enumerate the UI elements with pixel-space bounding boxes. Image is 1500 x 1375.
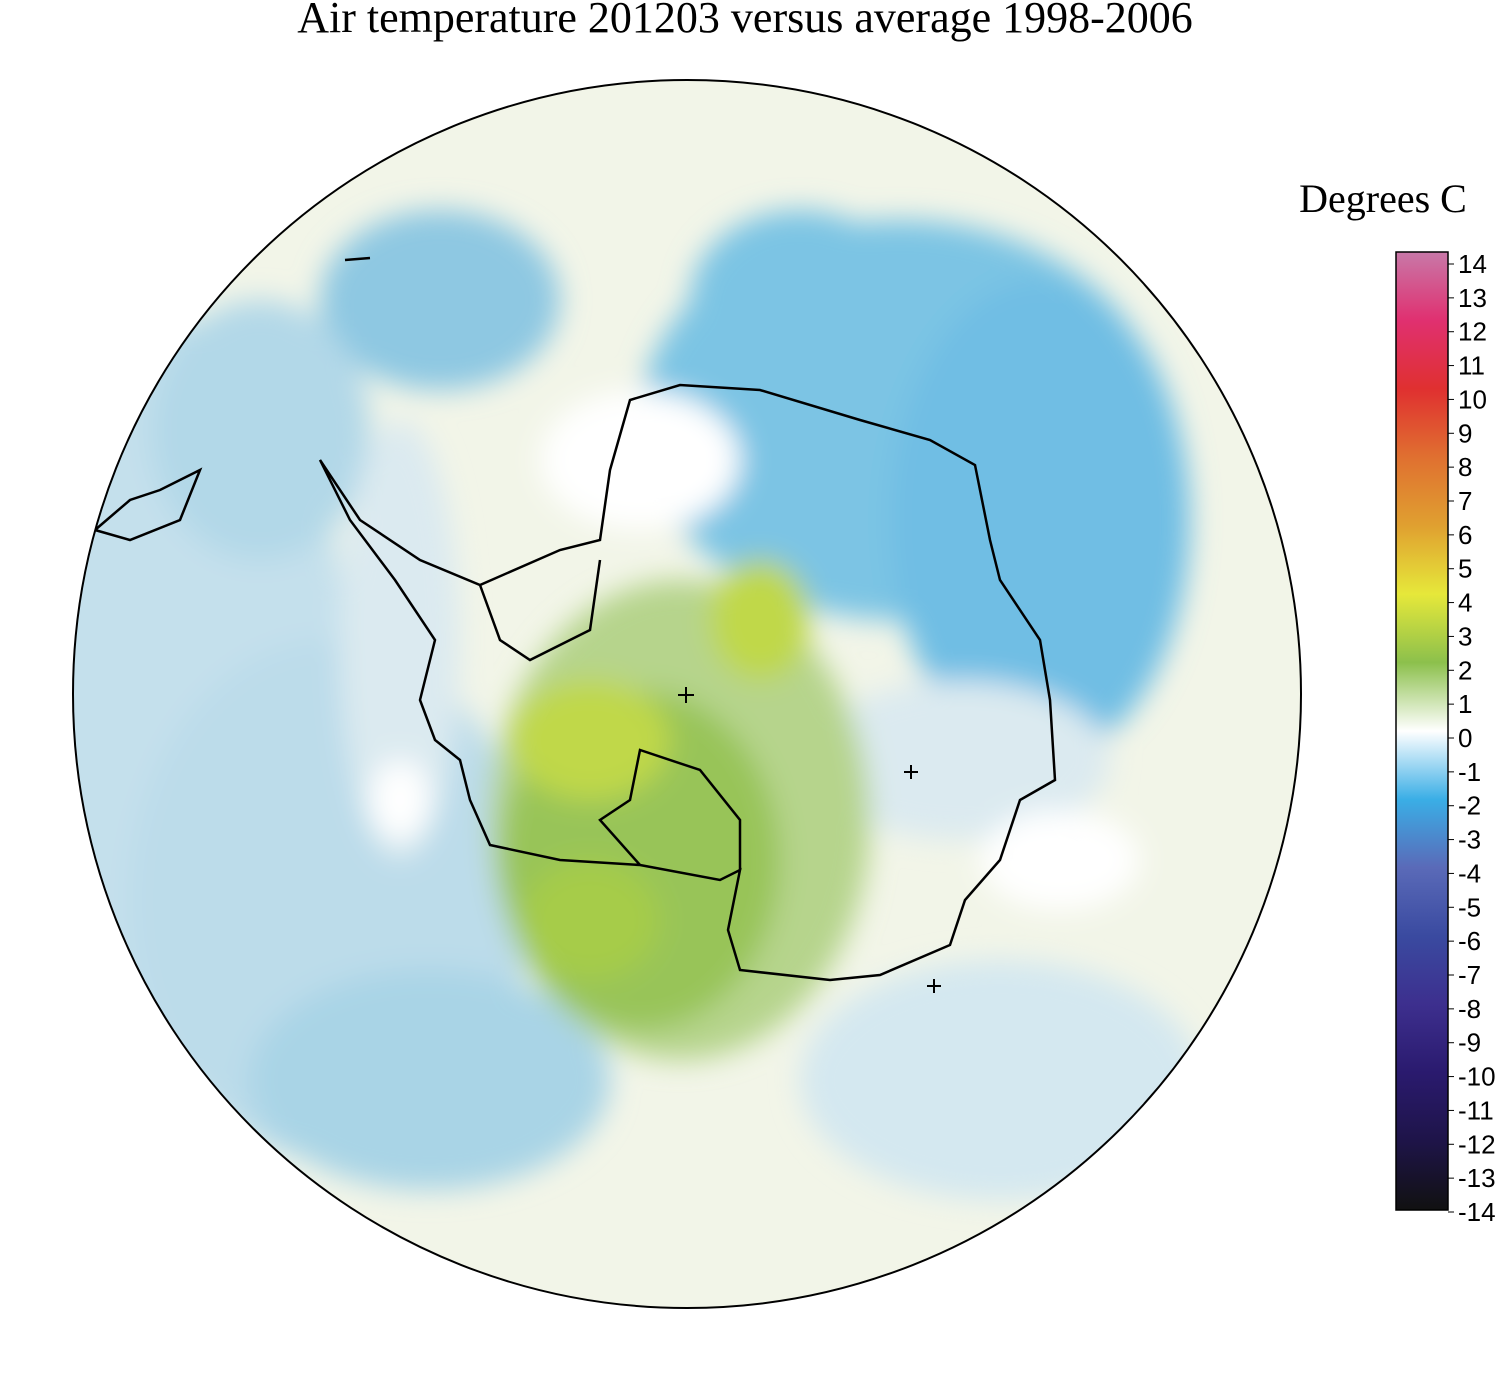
colorbar-tick-label: -1 xyxy=(1458,757,1481,787)
colorbar-tick-label: -11 xyxy=(1458,1095,1494,1125)
colorbar-tick-label: 4 xyxy=(1458,588,1472,618)
colorbar-label: Degrees C xyxy=(1299,176,1467,221)
colorbar-tick-label: -14 xyxy=(1458,1197,1496,1227)
colorbar-tick-label: -5 xyxy=(1458,892,1481,922)
colorbar-tick-label: 13 xyxy=(1458,283,1487,313)
ice-shelf-edge xyxy=(478,559,602,662)
colorbar-tick-label: -9 xyxy=(1458,1028,1481,1058)
map-border xyxy=(72,79,1302,1309)
colorbar-tick-label: -12 xyxy=(1458,1129,1496,1159)
colorbar-tick-label: 0 xyxy=(1458,723,1472,753)
colorbar-tick-label: -2 xyxy=(1458,791,1481,821)
colorbar-tick-label: 12 xyxy=(1458,317,1487,347)
colorbar-tick-label: 6 xyxy=(1458,520,1472,550)
colorbar-tick-label: 1 xyxy=(1458,689,1472,719)
colorbar-tick-label: 9 xyxy=(1458,418,1472,448)
colorbar-tick-label: -8 xyxy=(1458,994,1481,1024)
colorbar-tick-label: 7 xyxy=(1458,486,1472,516)
colorbar-tick-label: -4 xyxy=(1458,858,1481,888)
colorbar-tick-label: 3 xyxy=(1458,621,1472,651)
anomaly-field xyxy=(73,80,1301,1308)
colorbar-tick-label: 2 xyxy=(1458,655,1472,685)
island-coast xyxy=(344,256,371,262)
map-title: Air temperature 201203 versus average 19… xyxy=(297,0,1193,42)
south-america-coast xyxy=(92,467,203,542)
colorbar-tick-label: 8 xyxy=(1458,452,1472,482)
grid-markers xyxy=(678,687,941,993)
contours xyxy=(73,210,1200,1200)
colorbar-tick-label: 11 xyxy=(1458,351,1485,381)
colorbar-tick-label: 5 xyxy=(1458,554,1472,584)
colorbar-tick-label: -6 xyxy=(1458,926,1481,956)
colorbar-tick-label: -10 xyxy=(1458,1062,1496,1092)
colorbar-tick-label: 14 xyxy=(1458,249,1487,279)
colorbar-ticks: 14131211109876543210-1-2-3-4-5-6-7-8-9-1… xyxy=(1448,249,1496,1227)
colorbar-tick-label: -3 xyxy=(1458,825,1481,855)
colorbar-tick-label: -7 xyxy=(1458,960,1481,990)
antarctica-coast xyxy=(318,383,1057,982)
colorbar xyxy=(1395,251,1449,1211)
colorbar-tick-label: 10 xyxy=(1458,384,1487,414)
coastlines xyxy=(92,256,1057,982)
ice-shelf-edge xyxy=(598,748,742,870)
colorbar-tick-label: -13 xyxy=(1458,1163,1496,1193)
